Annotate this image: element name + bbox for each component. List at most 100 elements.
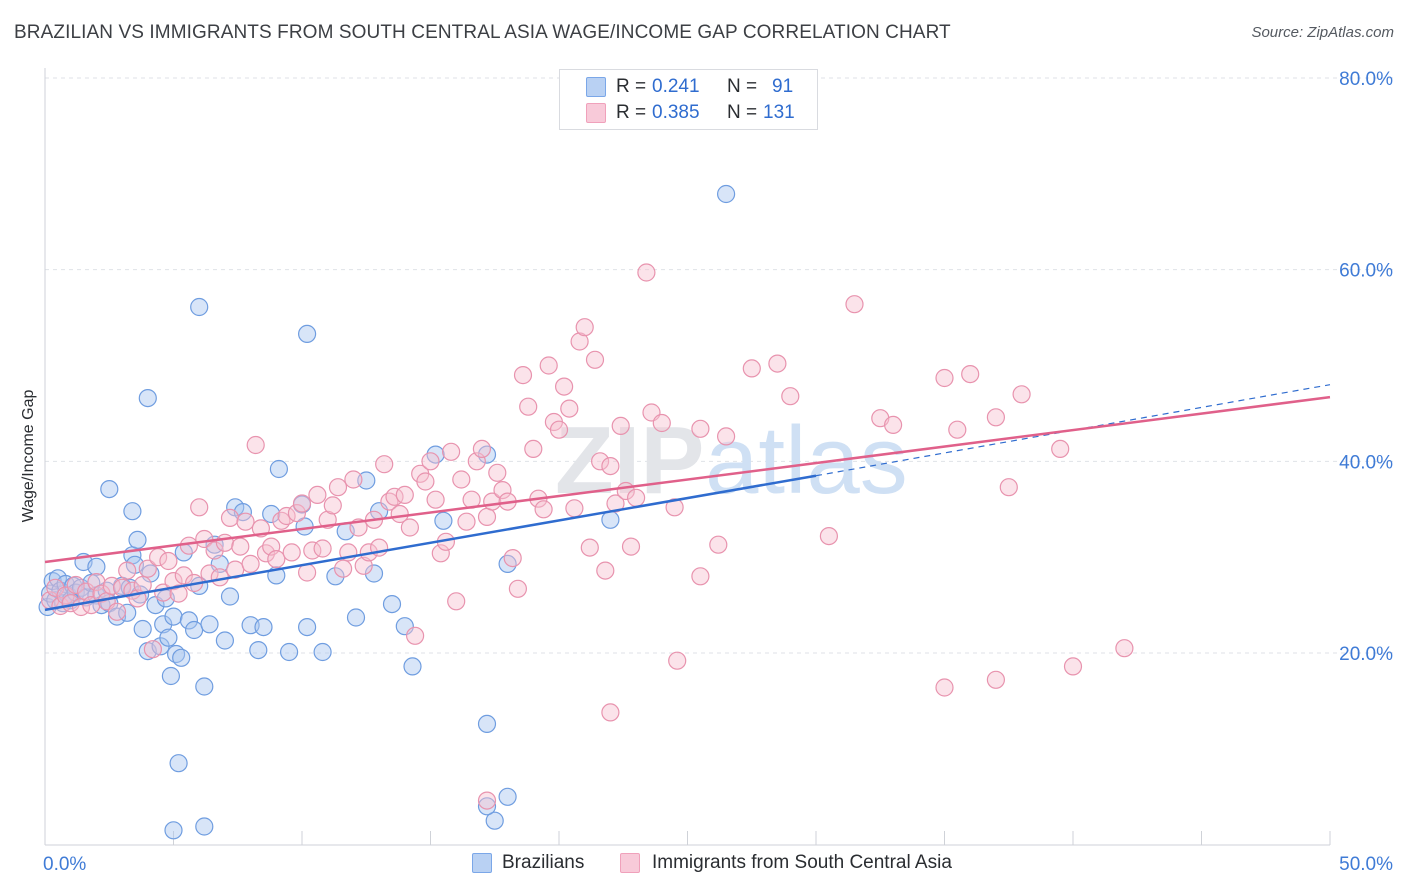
point-immigrants <box>652 413 671 433</box>
x-tick-label: 50.0% <box>1339 854 1393 875</box>
y-tick-label: 80.0% <box>1339 69 1393 90</box>
point-immigrants <box>220 508 240 528</box>
point-immigrants <box>961 365 980 384</box>
point-immigrants <box>246 435 265 455</box>
legend-swatch-blue <box>472 853 492 873</box>
point-immigrants <box>606 494 625 513</box>
point-brazilians <box>159 628 178 647</box>
point-immigrants <box>215 533 234 552</box>
point-brazilians <box>190 297 209 317</box>
point-immigrants <box>519 397 538 416</box>
point-brazilians <box>195 677 214 696</box>
point-immigrants <box>999 478 1018 497</box>
r-value: 0.241 <box>652 76 700 97</box>
point-brazilians <box>195 817 214 836</box>
tick-labels: 20.0% 40.0% 60.0% 80.0% 0.0% 50.0% <box>43 69 1393 875</box>
point-brazilians <box>364 564 384 583</box>
point-brazilians <box>215 631 234 650</box>
point-brazilians <box>498 554 517 574</box>
point-brazilians <box>346 608 366 627</box>
point-immigrants <box>287 503 306 523</box>
point-immigrants <box>267 549 286 569</box>
point-immigrants <box>179 536 198 555</box>
point-immigrants <box>426 490 445 509</box>
y-axis-label: Wage/Income Gap <box>20 390 37 523</box>
legend-swatch-pink <box>586 103 606 123</box>
point-brazilians <box>161 666 180 686</box>
point-immigrants <box>143 640 162 659</box>
point-immigrants <box>549 420 569 439</box>
point-immigrants <box>524 439 543 458</box>
point-immigrants <box>709 535 728 554</box>
point-immigrants <box>344 470 363 489</box>
point-immigrants <box>948 420 967 439</box>
point-brazilians <box>172 648 191 667</box>
point-immigrants <box>716 427 736 446</box>
point-brazilians <box>133 619 152 639</box>
point-brazilians <box>169 754 188 773</box>
point-brazilians <box>382 594 402 614</box>
point-brazilians <box>164 607 183 626</box>
n-value: 131 <box>763 102 795 123</box>
point-immigrants <box>477 507 497 527</box>
point-immigrants <box>488 463 507 482</box>
source-credit: Source: ZipAtlas.com <box>1251 24 1394 41</box>
point-immigrants <box>665 498 684 517</box>
trend-line-immigrants <box>44 395 1331 564</box>
point-immigrants <box>205 541 224 560</box>
point-immigrants <box>691 567 710 586</box>
point-brazilians <box>179 611 198 630</box>
legend-swatch-blue <box>586 77 606 97</box>
point-immigrants <box>46 578 65 597</box>
point-brazilians <box>403 657 422 676</box>
point-immigrants <box>107 602 127 621</box>
point-immigrants <box>590 452 610 471</box>
n-label: N = <box>727 76 758 97</box>
point-brazilians <box>138 389 157 408</box>
point-immigrants <box>935 368 954 388</box>
n-label: N = <box>727 102 758 123</box>
point-brazilians <box>185 620 204 640</box>
point-brazilians <box>434 511 453 530</box>
point-brazilians <box>477 445 497 464</box>
point-immigrants <box>457 512 476 531</box>
point-immigrants <box>539 356 558 375</box>
point-immigrants <box>431 544 450 563</box>
y-tick-label: 20.0% <box>1339 644 1393 665</box>
point-immigrants <box>626 488 646 507</box>
point-immigrants <box>508 579 528 598</box>
point-brazilians <box>485 811 504 830</box>
point-immigrants <box>596 561 615 580</box>
watermark: ZIP atlas <box>555 407 908 514</box>
point-immigrants <box>395 485 414 504</box>
axes <box>44 68 1331 846</box>
point-immigrants <box>354 556 373 575</box>
point-brazilians <box>280 642 299 662</box>
point-brazilians <box>269 459 288 479</box>
legend-label-immigrants: Immigrants from South Central Asia <box>652 852 952 873</box>
point-immigrants <box>231 537 250 556</box>
point-immigrants <box>87 572 106 592</box>
point-brazilians <box>477 714 497 734</box>
point-immigrants <box>768 354 787 373</box>
point-immigrants <box>534 500 553 519</box>
point-immigrants <box>585 350 605 369</box>
point-immigrants <box>691 419 710 438</box>
point-brazilians <box>498 787 517 806</box>
point-immigrants <box>159 551 178 571</box>
point-immigrants <box>575 318 594 337</box>
point-immigrants <box>138 559 157 578</box>
point-brazilians <box>326 567 345 586</box>
point-immigrants <box>513 366 533 385</box>
point-immigrants <box>935 678 954 697</box>
point-immigrants <box>845 295 864 314</box>
point-brazilians <box>164 821 183 840</box>
point-brazilians <box>123 502 142 521</box>
point-brazilians <box>154 615 173 634</box>
point-immigrants <box>477 791 497 810</box>
y-tick-label: 60.0% <box>1339 261 1393 282</box>
point-immigrants <box>819 526 839 546</box>
point-immigrants <box>66 575 85 595</box>
point-immigrants <box>1051 439 1070 458</box>
point-brazilians <box>107 607 127 626</box>
